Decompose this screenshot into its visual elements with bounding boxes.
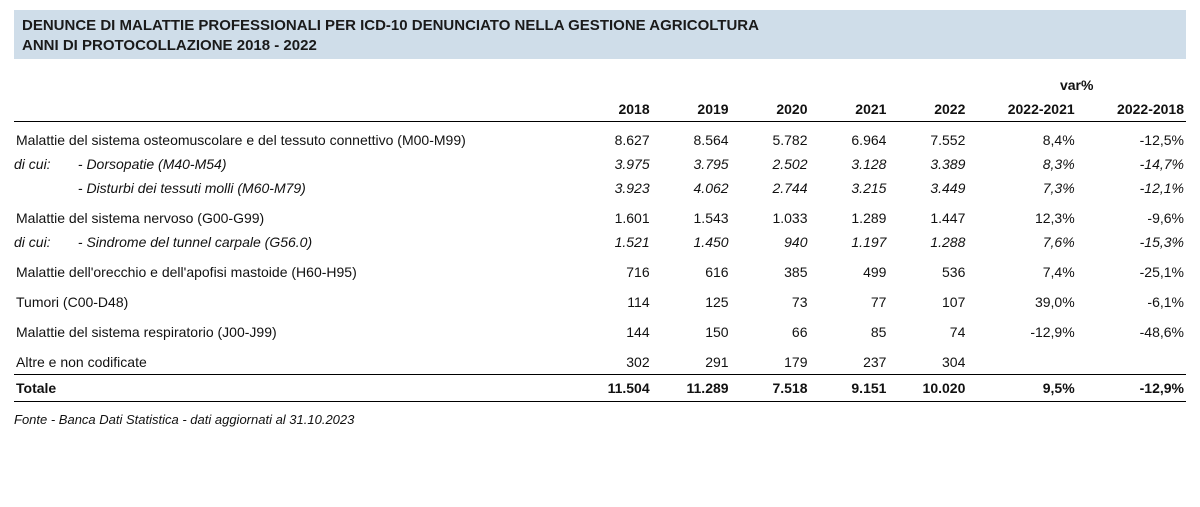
title-line-1: DENUNCE DI MALATTIE PROFESSIONALI PER IC… [22,16,1178,36]
row-label: Totale [14,375,573,402]
total-row: Totale 11.504 11.289 7.518 9.151 10.020 … [14,375,1186,402]
table-row: Malattie del sistema nervoso (G00-G99) 1… [14,200,1186,230]
title-line-2: ANNI DI PROTOCOLLAZIONE 2018 - 2022 [22,36,1178,56]
col-2018: 2018 [573,97,652,122]
table-row: di cui: - Dorsopatie (M40-M54) 3.975 3.7… [14,152,1186,176]
col-2021: 2021 [810,97,889,122]
title-bar: DENUNCE DI MALATTIE PROFESSIONALI PER IC… [14,10,1186,59]
row-label: - Disturbi dei tessuti molli (M60-M79) [14,176,573,200]
col-2019: 2019 [652,97,731,122]
col-2022: 2022 [888,97,967,122]
row-label: Altre e non codificate [14,344,573,375]
row-label: Malattie del sistema osteomuscolare e de… [14,122,573,153]
var-super-header: var% [967,73,1186,97]
row-label: Malattie del sistema respiratorio (J00-J… [14,314,573,344]
table-row: Malattie dell'orecchio e dell'apofisi ma… [14,254,1186,284]
row-label: Malattie dell'orecchio e dell'apofisi ma… [14,254,573,284]
footnote: Fonte - Banca Dati Statistica - dati agg… [14,412,1186,427]
table-row: Malattie del sistema osteomuscolare e de… [14,122,1186,153]
col-2020: 2020 [731,97,810,122]
row-label: di cui: - Dorsopatie (M40-M54) [14,152,573,176]
row-label: Tumori (C00-D48) [14,284,573,314]
col-var1: 2022-2021 [967,97,1076,122]
super-header-row: var% [14,73,1186,97]
row-label: di cui: - Sindrome del tunnel carpale (G… [14,230,573,254]
table-row: Altre e non codificate 302 291 179 237 3… [14,344,1186,375]
data-table: var% 2018 2019 2020 2021 2022 2022-2021 … [14,73,1186,402]
table-row: Tumori (C00-D48) 114 125 73 77 107 39,0%… [14,284,1186,314]
row-label: Malattie del sistema nervoso (G00-G99) [14,200,573,230]
table-row: Malattie del sistema respiratorio (J00-J… [14,314,1186,344]
table-row: di cui: - Sindrome del tunnel carpale (G… [14,230,1186,254]
year-header-row: 2018 2019 2020 2021 2022 2022-2021 2022-… [14,97,1186,122]
col-var2: 2022-2018 [1077,97,1186,122]
table-row: - Disturbi dei tessuti molli (M60-M79) 3… [14,176,1186,200]
